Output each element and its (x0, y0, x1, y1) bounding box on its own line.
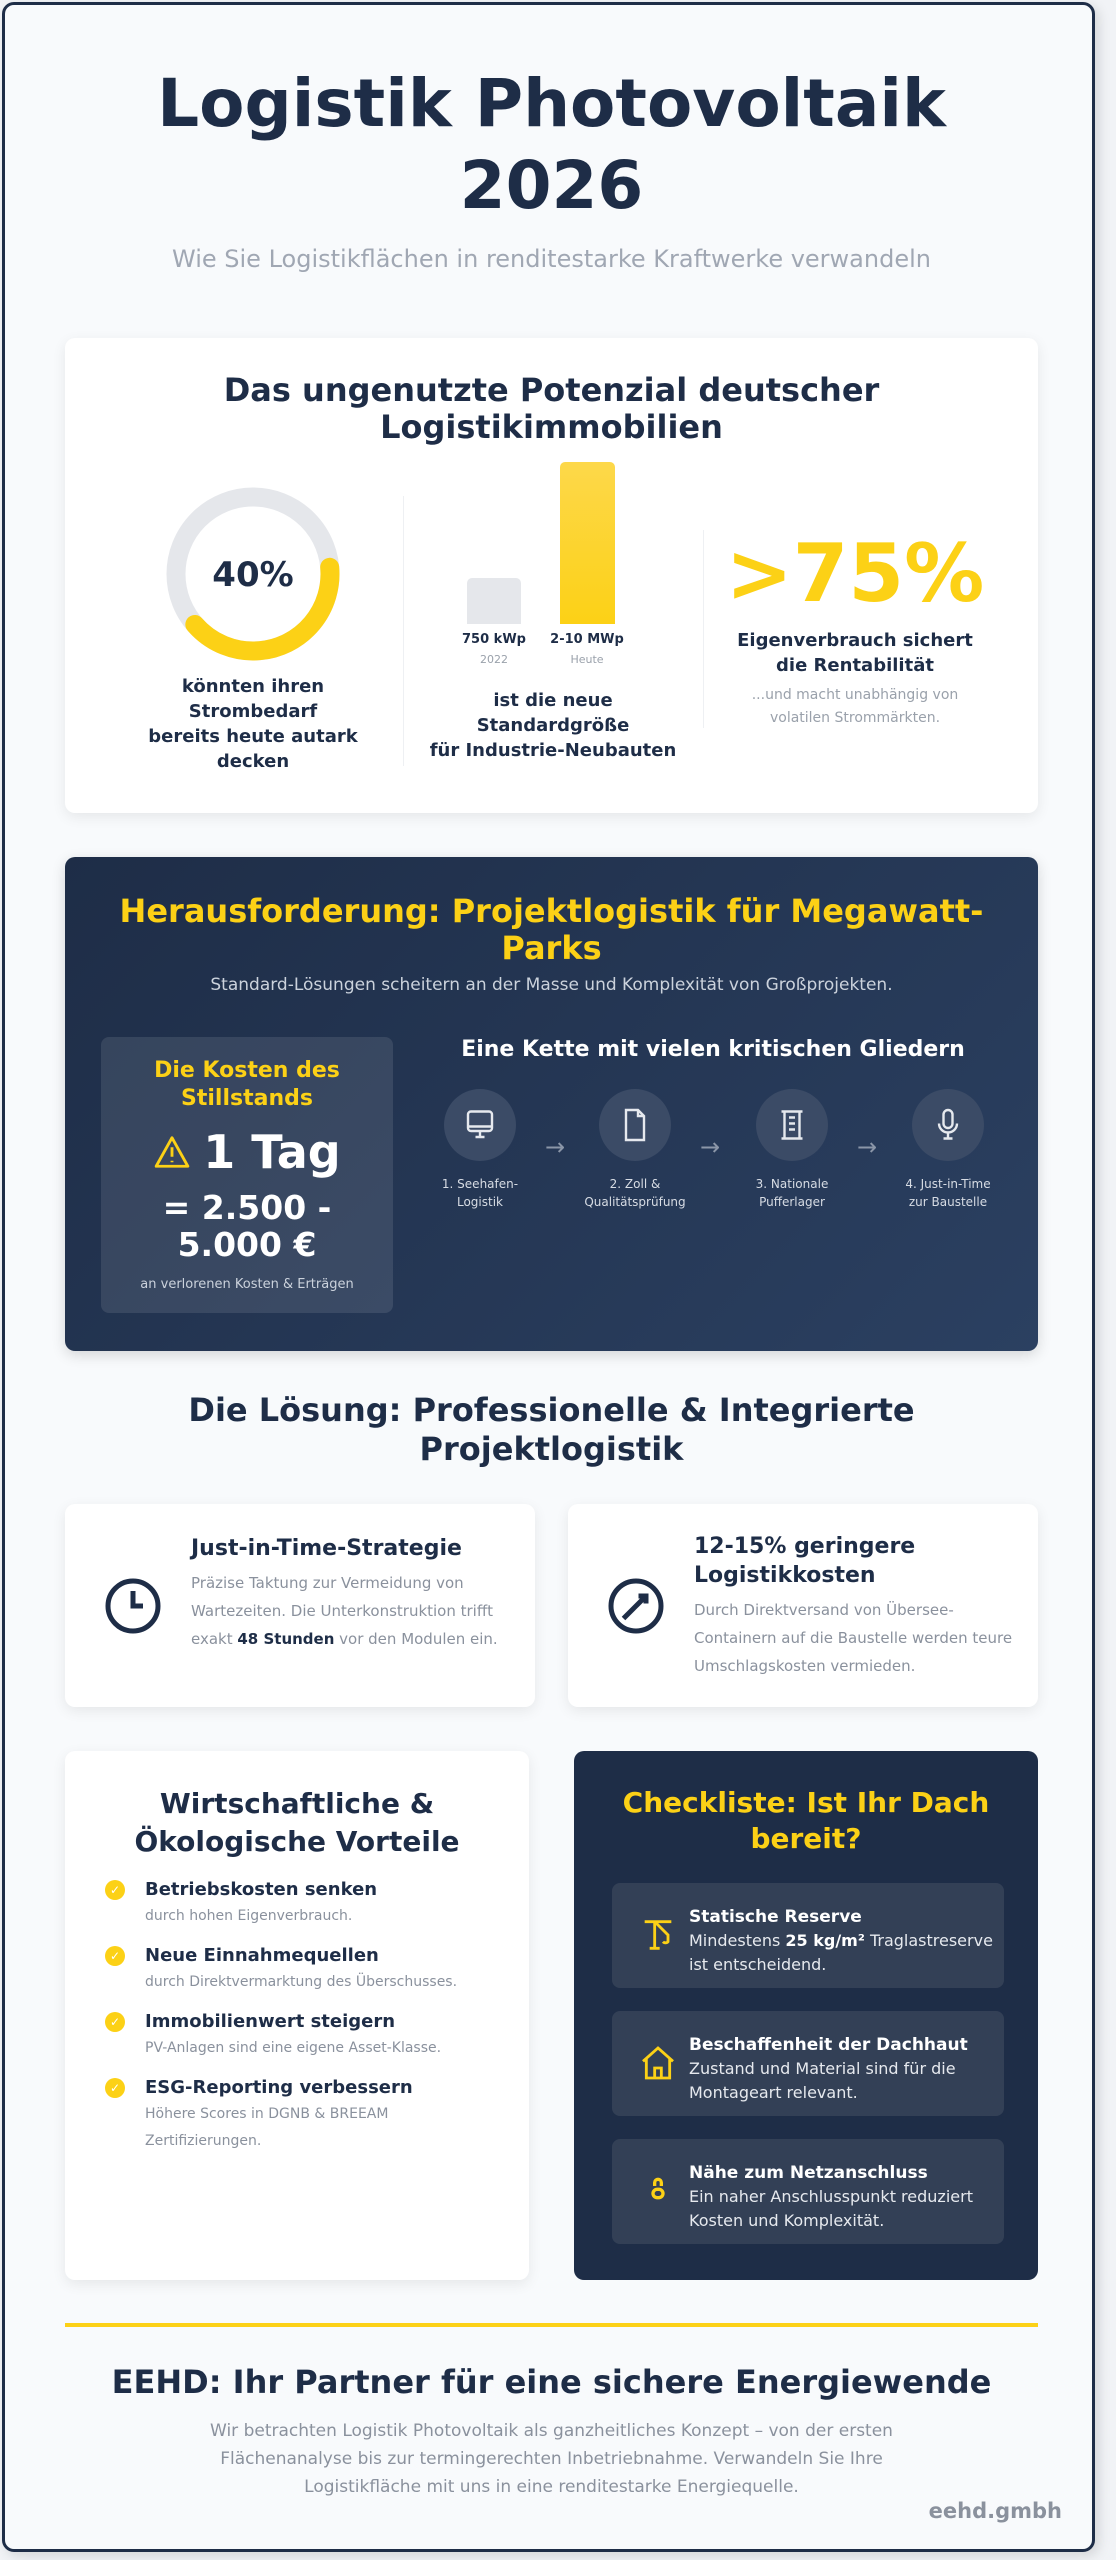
feature-title: Just-in-Time-Strategie (191, 1536, 462, 1561)
stat-note: ...und macht unabhängig von volatilen Str… (751, 687, 959, 726)
challenge-title: Herausforderung: Projektlogistik für Meg… (119, 892, 984, 967)
benefit-item: ✓ Immobilienwert steigern PV-Anlagen sind … (105, 2009, 505, 2062)
chain-arrow: → (700, 1133, 721, 1161)
microphone-icon (937, 1108, 959, 1140)
bar-label-today: 2-10 MWp Heute (550, 632, 624, 666)
potential-card: Das ungenutzte Potenzial deutscher Logist… (65, 338, 1038, 813)
donut-chart: 40% (166, 487, 340, 661)
benefit-item: ✓ Neue Einnahmequellen durch Direktvermark… (105, 1943, 505, 1996)
stat-caption: Eigenverbrauch sichert die Rentabilität (737, 630, 973, 676)
feature-body: Durch Direktversand von Übersee-Containe… (694, 1601, 1013, 1675)
divider (403, 496, 404, 766)
challenge-card: Herausforderung: Projektlogistik für Meg… (65, 857, 1038, 1351)
stat-value: >75% (725, 527, 985, 620)
crane-icon (644, 1920, 672, 1950)
chain-step-4: 4. Just-in-Time zur Baustelle (873, 1089, 1023, 1211)
chain-step-3: 3. Nationale Pufferlager (717, 1089, 867, 1211)
document-icon (624, 1108, 646, 1142)
benefit-item: ✓ Betriebskosten senken durch hohen Eigenv… (105, 1877, 505, 1930)
divider (703, 530, 704, 728)
feature-title: 12-15% geringere Logistikkosten (694, 1534, 916, 1588)
checklist-item: Beschaffenheit der Dachhaut Zustand und M… (612, 2011, 1004, 2116)
benefits-card: Wirtschaftliche & Ökologische Vorteile (65, 1751, 529, 2280)
checklist-item: Nähe zum Netzanschluss Ein naher Anschlus… (612, 2139, 1004, 2244)
bar-today (560, 462, 615, 624)
feature-body: Präzise Taktung zur Vermeidung von Warte… (191, 1574, 498, 1648)
challenge-subtitle: Standard-Lösungen scheitern an der Masse… (210, 975, 893, 995)
checklist-item: Statische Reserve Mindestens 25 kg/m² Tra… (612, 1883, 1004, 1988)
footer-divider (65, 2323, 1038, 2327)
house-icon (642, 2046, 674, 2080)
page-title: Logistik Photovoltaik 2026 (157, 65, 946, 224)
monitor-icon (466, 1110, 494, 1139)
plug-icon (651, 2177, 665, 2200)
potential-title: Das ungenutzte Potenzial deutscher Logist… (223, 371, 880, 446)
donut-value: 40% (212, 555, 293, 595)
clock-icon (105, 1578, 161, 1634)
infographic-frame: Logistik Photovoltaik 2026 Wie Sie Logist… (2, 2, 1095, 2552)
feature-card-jit: Just-in-Time-Strategie Präzise Taktung z… (65, 1504, 535, 1707)
check-icon: ✓ (105, 2078, 125, 2098)
check-icon: ✓ (105, 1946, 125, 1966)
bar-2022 (467, 578, 521, 624)
downtime-days: 1 Tag (101, 1125, 393, 1179)
solution-title: Die Lösung: Professionelle & Integrierte… (188, 1391, 915, 1468)
chain-title: Eine Kette mit vielen kritischen Glieder… (461, 1037, 965, 1062)
chain-arrow: → (545, 1133, 566, 1161)
bar-caption: ist die neue Standardgröße für Industrie-N… (429, 690, 677, 761)
benefit-item: ✓ ESG-Reporting verbessern Höhere Scores i… (105, 2075, 445, 2155)
chain-step-2: 2. Zoll & Qualitätsprüfung (560, 1089, 710, 1211)
feature-card-costs: 12-15% geringere Logistikkosten Durch Di… (568, 1504, 1038, 1707)
footer-title: EEHD: Ihr Partner für eine sichere Energ… (111, 2363, 992, 2401)
downtime-cost-box: Die Kosten des Stillstands 1 Tag = 2.500 … (101, 1037, 393, 1313)
downtime-amount: = 2.500 -5.000 € (162, 1188, 332, 1264)
downtime-title: Die Kosten des Stillstands (154, 1058, 340, 1111)
warehouse-icon (781, 1110, 803, 1140)
check-icon: ✓ (105, 2012, 125, 2032)
warning-icon (155, 1136, 190, 1168)
bar-label-2022: 750 kWp 2022 (462, 632, 526, 666)
page-subtitle: Wie Sie Logistikflächen in renditestarke… (172, 245, 931, 273)
chain-arrow: → (857, 1133, 878, 1161)
gauge-icon (608, 1578, 664, 1634)
benefits-title: Wirtschaftliche & Ökologische Vorteile (134, 1787, 460, 1858)
checklist-title: Checkliste: Ist Ihr Dach bereit? (622, 1786, 990, 1855)
check-icon: ✓ (105, 1880, 125, 1900)
brand-name: eehd.gmbh (928, 2499, 1062, 2523)
downtime-note: an verlorenen Kosten & Erträgen (140, 1277, 354, 1292)
donut-arc (166, 487, 340, 661)
chain-step-1: 1. Seehafen- Logistik (405, 1089, 555, 1211)
donut-caption: könnten ihren Strombedarf bereits heute au… (148, 676, 358, 772)
footer-body: Wir betrachten Logistik Photovoltaik als… (210, 2421, 893, 2497)
